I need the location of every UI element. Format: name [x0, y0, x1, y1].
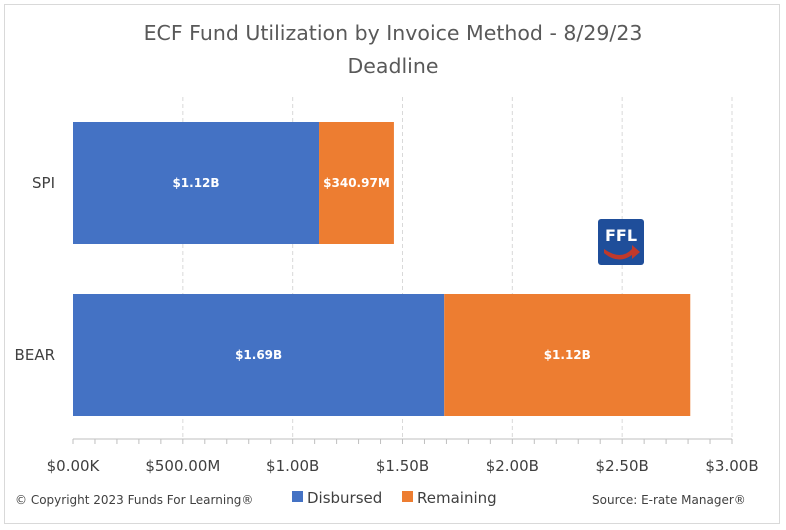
- chart-title-line2: Deadline: [348, 54, 439, 78]
- ffl-logo-text: FFL: [605, 226, 637, 245]
- category-label-spi: SPI: [32, 174, 55, 192]
- copyright-text: © Copyright 2023 Funds For Learning®: [15, 493, 253, 507]
- bar-bear-remaining: [444, 294, 691, 416]
- bar-spi-remaining: [319, 122, 394, 244]
- bar-bear-disbursed: [73, 294, 445, 416]
- legend: Disbursed Remaining: [292, 489, 497, 507]
- x-tick-label: $0.00K: [47, 457, 101, 475]
- x-tick-label: $500.00M: [145, 457, 220, 475]
- data-labels: $1.12B $340.97M $1.69B $1.12B: [172, 176, 590, 362]
- legend-swatch-remaining: [402, 491, 413, 502]
- source-text: Source: E-rate Manager®: [592, 493, 746, 507]
- ffl-logo: FFL: [598, 219, 644, 265]
- axes: $0.00K $500.00M $1.00B $1.50B $2.00B $2.50B $3…: [15, 174, 759, 475]
- chart-frame: [4, 4, 780, 524]
- chart-title-line1: ECF Fund Utilization by Invoice Method -…: [144, 21, 643, 45]
- x-tick-label: $1.00B: [266, 457, 319, 475]
- legend-label-disbursed: Disbursed: [307, 489, 382, 507]
- data-label-spi-remaining: $340.97M: [323, 176, 390, 190]
- data-label-bear-disbursed: $1.69B: [235, 348, 282, 362]
- legend-swatch-disbursed: [292, 491, 303, 502]
- x-tick-label: $2.50B: [596, 457, 649, 475]
- x-tick-label: $2.00B: [486, 457, 539, 475]
- x-tick-label: $1.50B: [376, 457, 429, 475]
- data-label-bear-remaining: $1.12B: [544, 348, 591, 362]
- data-label-spi-disbursed: $1.12B: [172, 176, 219, 190]
- bars: [73, 122, 691, 416]
- x-tick-label: $3.00B: [705, 457, 758, 475]
- category-label-bear: BEAR: [15, 346, 55, 364]
- bar-spi-disbursed: [73, 122, 320, 244]
- legend-label-remaining: Remaining: [417, 489, 497, 507]
